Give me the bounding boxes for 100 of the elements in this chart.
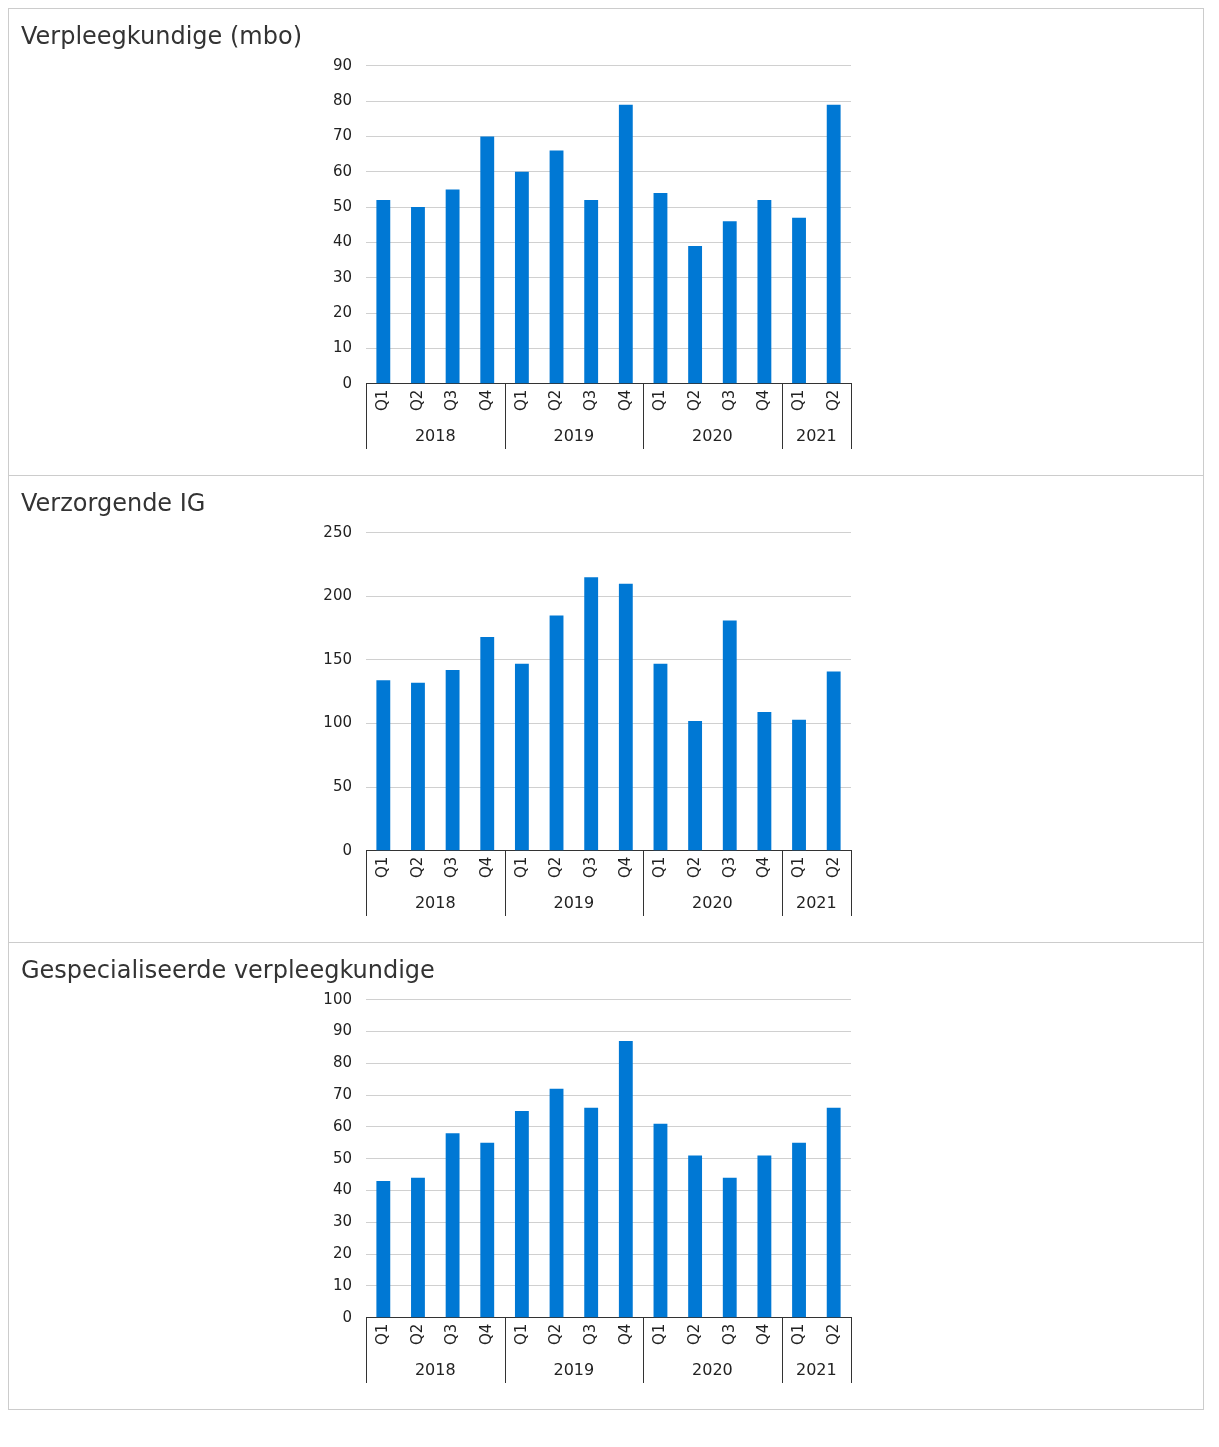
- text: 2021: [796, 1360, 837, 1380]
- bar: [757, 200, 772, 384]
- x-tick-label: Q4: [477, 389, 496, 412]
- bar: [549, 1088, 564, 1318]
- bar: [480, 136, 495, 384]
- bar: [445, 1133, 460, 1318]
- y-tick-label: 30: [332, 267, 352, 286]
- text: 2019: [553, 426, 595, 446]
- bar: [549, 615, 564, 851]
- x-tick-label: Q4: [754, 856, 773, 879]
- bar: [688, 720, 703, 851]
- x-tick-label: Q3: [581, 389, 600, 412]
- bar: [826, 1107, 841, 1318]
- y-tick-label: 60: [332, 161, 352, 180]
- bar: [618, 583, 633, 851]
- text: 2019: [553, 893, 595, 913]
- y-tick-label: 80: [332, 1053, 352, 1072]
- text: 2020: [692, 1360, 733, 1380]
- text: 2018: [414, 1360, 456, 1380]
- y-tick-label: 250: [323, 522, 352, 541]
- text: 2021: [796, 893, 837, 913]
- y-tick-label: 200: [323, 586, 352, 605]
- x-tick-label: Q1: [650, 1323, 669, 1346]
- x-tick-label: Q1: [373, 856, 392, 879]
- bar: [411, 682, 425, 851]
- bar: [376, 680, 391, 851]
- bar: [376, 1180, 391, 1318]
- x-tick-label: Q3: [442, 1323, 461, 1346]
- bar: [445, 189, 460, 384]
- x-tick-label: Q2: [823, 1323, 842, 1346]
- bar: [792, 1142, 806, 1318]
- x-tick-label: Q4: [754, 1323, 773, 1346]
- x-tick-label: Q2: [407, 856, 426, 879]
- x-tick-label: Q2: [546, 856, 565, 879]
- x-tick-label: Q2: [407, 1323, 426, 1346]
- x-tick-label: Q2: [407, 389, 426, 412]
- x-tick-label: Q3: [442, 856, 461, 879]
- x-tick-label: Q2: [685, 856, 703, 879]
- text: Verpleegkundige (mbo): [21, 21, 302, 50]
- y-tick-label: 0: [342, 1307, 352, 1326]
- bar: [826, 671, 841, 851]
- x-tick-label: Q2: [685, 1323, 703, 1346]
- bar: [792, 719, 806, 851]
- bar: [653, 1123, 668, 1318]
- y-tick-label: 70: [332, 1085, 352, 1104]
- x-tick-label: Q1: [788, 389, 807, 412]
- text: 2018: [414, 893, 456, 913]
- text: 2020: [692, 893, 733, 913]
- text: 2021: [796, 426, 837, 446]
- bar: [722, 620, 737, 851]
- x-tick-label: Q4: [615, 856, 634, 879]
- bar: [411, 207, 425, 384]
- y-tick-label: 100: [323, 713, 352, 732]
- y-tick-label: 150: [323, 649, 352, 668]
- bar: [792, 217, 806, 384]
- x-tick-label: Q1: [650, 856, 669, 879]
- x-tick-label: Q2: [546, 389, 565, 412]
- x-tick-label: Q1: [511, 1323, 530, 1346]
- x-tick-label: Q3: [719, 389, 738, 412]
- bar: [584, 577, 599, 851]
- y-tick-label: 90: [332, 55, 352, 74]
- bar: [480, 1142, 495, 1318]
- bar: [826, 104, 841, 384]
- x-tick-label: Q2: [823, 389, 842, 412]
- y-tick-label: 40: [332, 1180, 352, 1199]
- x-tick-label: Q4: [477, 1323, 496, 1346]
- y-tick-label: 10: [332, 338, 352, 357]
- bar: [653, 192, 668, 384]
- x-tick-label: Q4: [615, 1323, 634, 1346]
- bar: [376, 200, 391, 384]
- y-tick-label: 20: [332, 1243, 352, 1262]
- x-tick-label: Q1: [788, 1323, 807, 1346]
- x-tick-label: Q1: [511, 856, 530, 879]
- y-tick-label: 0: [342, 840, 352, 859]
- bar: [549, 150, 564, 384]
- y-tick-label: 100: [323, 989, 352, 1008]
- bar: [618, 104, 633, 384]
- x-tick-label: Q1: [650, 389, 669, 412]
- bar: [514, 663, 529, 851]
- y-tick-label: 50: [332, 776, 352, 795]
- x-tick-label: Q1: [373, 389, 392, 412]
- bar: [584, 1107, 599, 1318]
- x-tick-label: Q3: [442, 389, 461, 412]
- bar: [514, 1111, 529, 1318]
- bar: [757, 712, 772, 851]
- y-tick-label: 0: [342, 373, 352, 392]
- x-tick-label: Q3: [719, 856, 738, 879]
- x-tick-label: Q1: [788, 856, 807, 879]
- text: 2020: [692, 426, 733, 446]
- y-tick-label: 40: [332, 232, 352, 251]
- y-tick-label: 20: [332, 302, 352, 321]
- y-tick-label: 50: [332, 196, 352, 215]
- x-tick-label: Q4: [615, 389, 634, 412]
- y-tick-label: 80: [332, 91, 352, 110]
- y-tick-label: 50: [332, 1148, 352, 1167]
- x-tick-label: Q1: [373, 1323, 392, 1346]
- y-tick-label: 90: [332, 1021, 352, 1040]
- bar: [757, 1155, 772, 1318]
- bar: [411, 1177, 425, 1318]
- x-tick-label: Q3: [581, 1323, 600, 1346]
